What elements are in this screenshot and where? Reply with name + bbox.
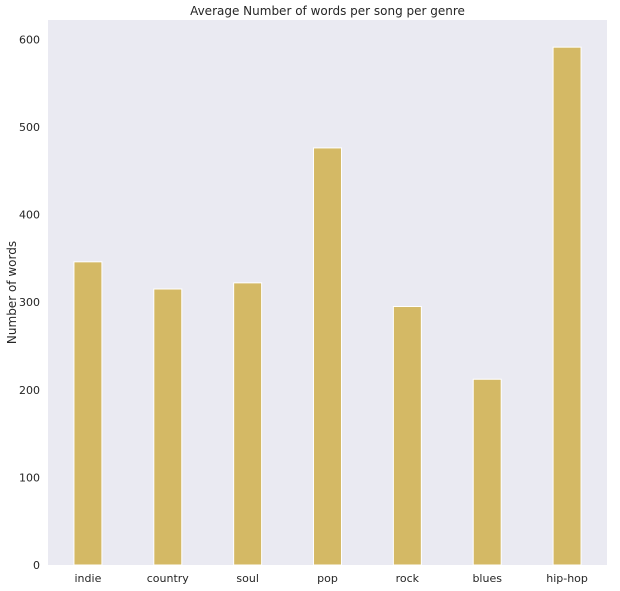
bar-country (153, 288, 183, 566)
y-tick-label-500: 500 (19, 121, 40, 134)
x-tick-label-rock: rock (396, 572, 420, 585)
x-tick-label-indie: indie (75, 572, 102, 585)
bar-indie (73, 261, 103, 566)
x-tick-label-hip-hop: hip-hop (546, 572, 588, 585)
x-tick-label-blues: blues (472, 572, 502, 585)
y-tick-label-0: 0 (33, 559, 40, 572)
x-tick-labels: indie country soul pop rock blues hip-hop (75, 572, 588, 585)
bars-group (73, 46, 582, 566)
y-tick-labels: 0 100 200 300 400 500 600 (19, 33, 40, 572)
bar-hip-hop (552, 46, 582, 566)
bar-rock (392, 306, 422, 566)
bar-pop (313, 147, 342, 566)
y-tick-label-200: 200 (19, 384, 40, 397)
bar-blues (472, 378, 502, 566)
y-tick-label-300: 300 (19, 296, 40, 309)
x-tick-label-country: country (147, 572, 190, 585)
y-tick-label-600: 600 (19, 33, 40, 46)
bar-soul (233, 282, 263, 566)
x-tick-label-pop: pop (317, 572, 338, 585)
x-tick-label-soul: soul (236, 572, 259, 585)
chart-title: Average Number of words per song per gen… (190, 4, 465, 18)
y-tick-label-100: 100 (19, 471, 40, 484)
y-tick-label-400: 400 (19, 209, 40, 222)
y-axis-title: Number of words (5, 241, 19, 344)
